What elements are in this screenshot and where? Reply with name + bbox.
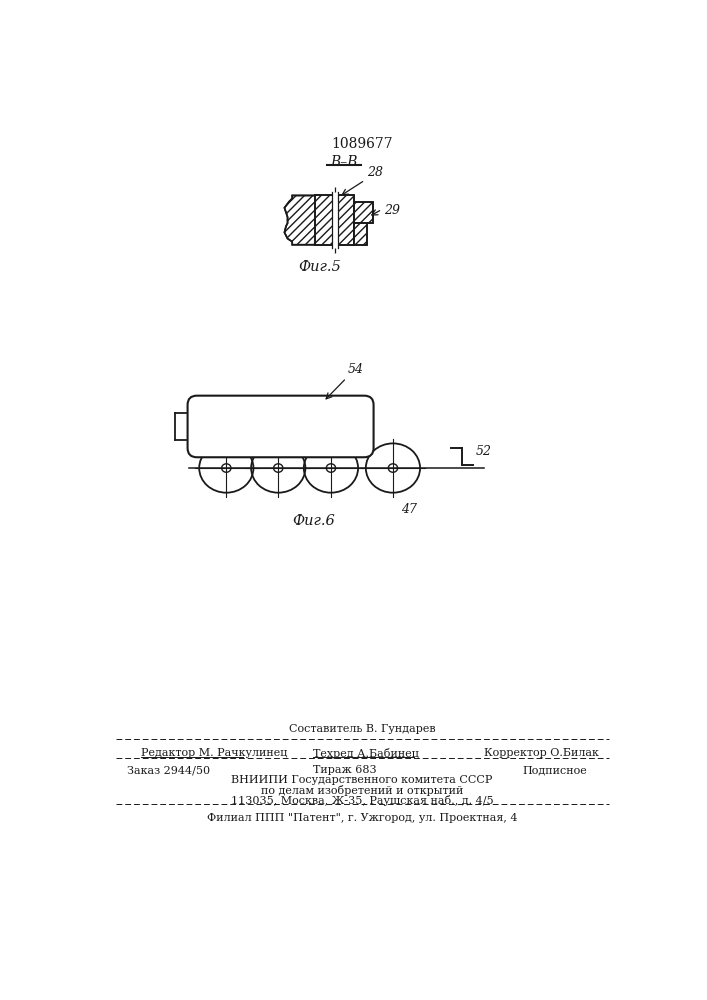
Bar [354,202,373,223]
Text: Составитель В. Гундарев: Составитель В. Гундарев [288,724,436,734]
Text: Филиал ППП "Патент", г. Ужгород, ул. Проектная, 4: Филиал ППП "Патент", г. Ужгород, ул. Про… [206,813,518,823]
Bar [354,223,367,245]
Text: Подписное: Подписное [522,765,587,775]
Bar [354,202,373,223]
Bar [354,223,367,245]
PathPatch shape [284,195,317,245]
Text: Тираж 683: Тираж 683 [313,765,377,775]
Text: 28: 28 [367,166,382,179]
Bar [332,189,338,251]
FancyBboxPatch shape [187,396,373,457]
Text: Техред А.Бабинец: Техред А.Бабинец [313,748,419,759]
Text: B–B: B–B [330,155,358,169]
Text: 1089677: 1089677 [331,137,393,151]
Bar [315,195,354,245]
Text: Фиг.6: Фиг.6 [292,514,334,528]
Text: 52: 52 [476,445,492,458]
Text: Корректор О.Билак: Корректор О.Билак [484,748,599,758]
Text: Заказ 2944/50: Заказ 2944/50 [127,765,210,775]
Bar [315,195,354,245]
Text: 113035, Москва, Ж-35, Раушская наб., д. 4/5: 113035, Москва, Ж-35, Раушская наб., д. … [230,795,493,806]
Text: 47: 47 [401,503,416,516]
Text: Фиг.5: Фиг.5 [298,260,341,274]
Text: ВНИИПИ Государственного комитета СССР: ВНИИПИ Государственного комитета СССР [231,775,493,785]
Text: по делам изобретений и открытий: по делам изобретений и открытий [261,785,463,796]
Text: 29: 29 [384,204,399,217]
Text: 54: 54 [348,363,364,376]
Text: Редактор М. Рачкулинец: Редактор М. Рачкулинец [141,748,288,758]
